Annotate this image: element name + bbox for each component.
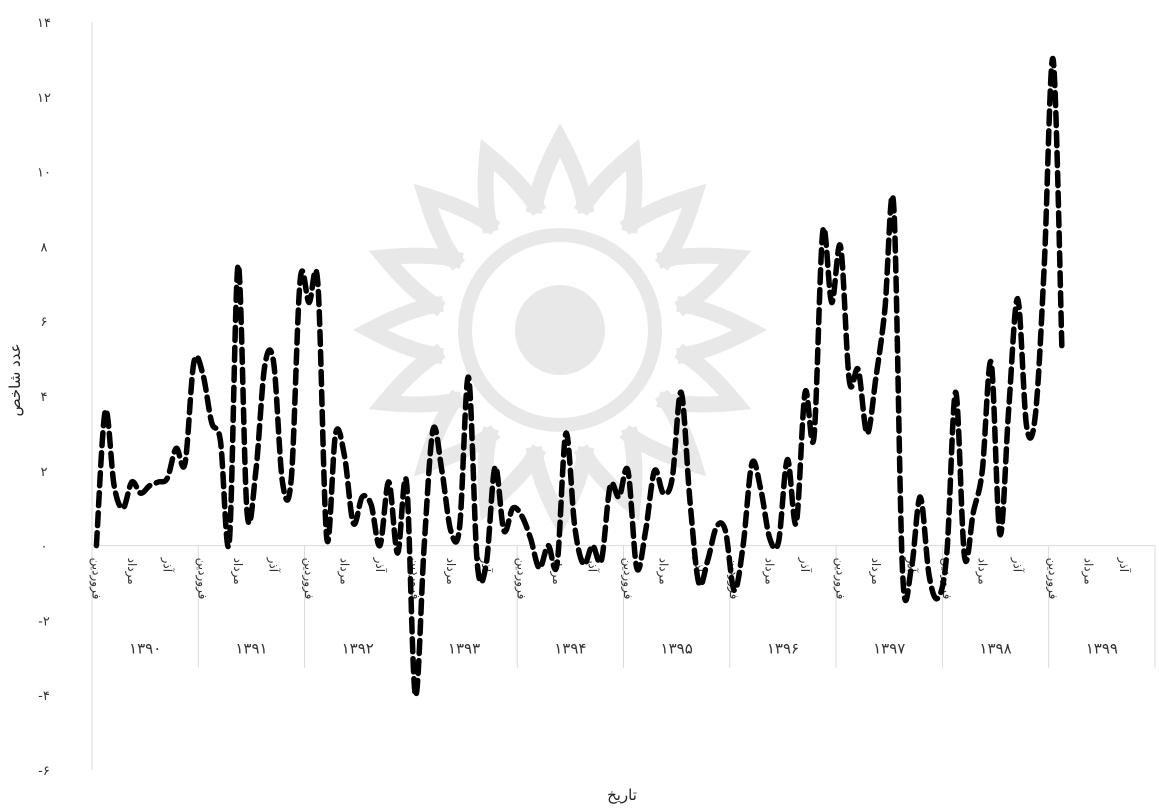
year-label: ۱۳۹۷	[873, 640, 905, 658]
month-label: مرداد	[974, 558, 989, 585]
watermark-petal	[413, 183, 501, 271]
watermark-petal	[619, 389, 707, 477]
watermark-petal	[353, 295, 445, 365]
year-label: ۱۳۹۹	[1086, 640, 1118, 658]
year-label: ۱۳۹۲	[342, 640, 374, 658]
month-label: آذر	[372, 557, 388, 573]
month-label: آذر	[266, 557, 282, 573]
year-label: ۱۳۹۴	[554, 640, 586, 658]
month-label: فروردین	[514, 558, 529, 600]
year-label: ۱۳۹۶	[767, 640, 799, 658]
y-tick-label: ۱۴	[37, 16, 51, 31]
watermark-petal	[656, 247, 752, 317]
y-axis-title: عدد شاخص	[6, 343, 24, 416]
month-label: آذر	[159, 557, 175, 573]
month-label: فروردین	[301, 558, 316, 600]
year-label: ۱۳۹۰	[129, 640, 161, 658]
x-axis-categories: فروردین مرداد آذر ۱۳۹۰ فروردین مرداد آذر ۱۳۹۱ فر…	[88, 545, 1156, 668]
month-label: فروردین	[1045, 558, 1060, 600]
month-label: فروردین	[195, 558, 210, 600]
y-tick-label: ۱۰	[37, 166, 51, 181]
series-line	[93, 55, 1065, 699]
watermark-petal	[525, 123, 595, 215]
month-label: آذر	[797, 557, 813, 573]
x-axis-title: تاریخ	[607, 786, 637, 804]
month-label: مرداد	[868, 558, 883, 585]
month-label: فروردین	[833, 558, 848, 600]
month-label: فروردین	[88, 558, 103, 600]
watermark-petal	[368, 247, 464, 317]
y-tick-label: ۶	[41, 315, 48, 330]
month-label: مرداد	[762, 558, 777, 585]
y-tick-label: ۴	[41, 390, 48, 405]
y-tick-label: ۲	[41, 465, 48, 480]
month-label: آذر	[1116, 557, 1132, 573]
watermark-petal	[413, 389, 501, 477]
watermark-petal	[573, 138, 643, 234]
watermark-petal	[619, 183, 707, 271]
month-label: فروردین	[620, 558, 635, 600]
y-tick-label: ۸	[41, 240, 48, 255]
month-label: مرداد	[1081, 558, 1096, 585]
year-label: ۱۳۹۳	[448, 640, 480, 658]
month-label: مرداد	[230, 558, 245, 585]
y-tick-label: -۲	[38, 614, 50, 629]
watermark-ring	[458, 228, 662, 432]
y-tick-label: -۴	[38, 689, 50, 704]
y-axis-ticks: -۶ -۴ -۲ ۰ ۲ ۴ ۶ ۸ ۱۰ ۱۲ ۱۴	[37, 16, 51, 779]
year-label: ۱۳۹۵	[661, 640, 693, 658]
y-tick-label: -۶	[38, 764, 50, 779]
year-label: ۱۳۹۸	[979, 640, 1011, 658]
month-label: مرداد	[336, 558, 351, 585]
y-tick-label: ۰	[41, 540, 48, 555]
month-label: آذر	[1010, 557, 1026, 573]
month-label: مرداد	[655, 558, 670, 585]
watermark-petal	[477, 426, 547, 522]
y-tick-label: ۱۲	[37, 91, 51, 106]
watermark-petal	[368, 343, 464, 413]
watermark-core	[515, 285, 605, 375]
watermark-petal	[675, 295, 767, 365]
month-label: مرداد	[124, 558, 139, 585]
watermark-emblem	[353, 123, 767, 537]
watermark-petal	[477, 138, 547, 234]
year-label: ۱۳۹۱	[235, 640, 267, 658]
month-label: مرداد	[443, 558, 458, 585]
